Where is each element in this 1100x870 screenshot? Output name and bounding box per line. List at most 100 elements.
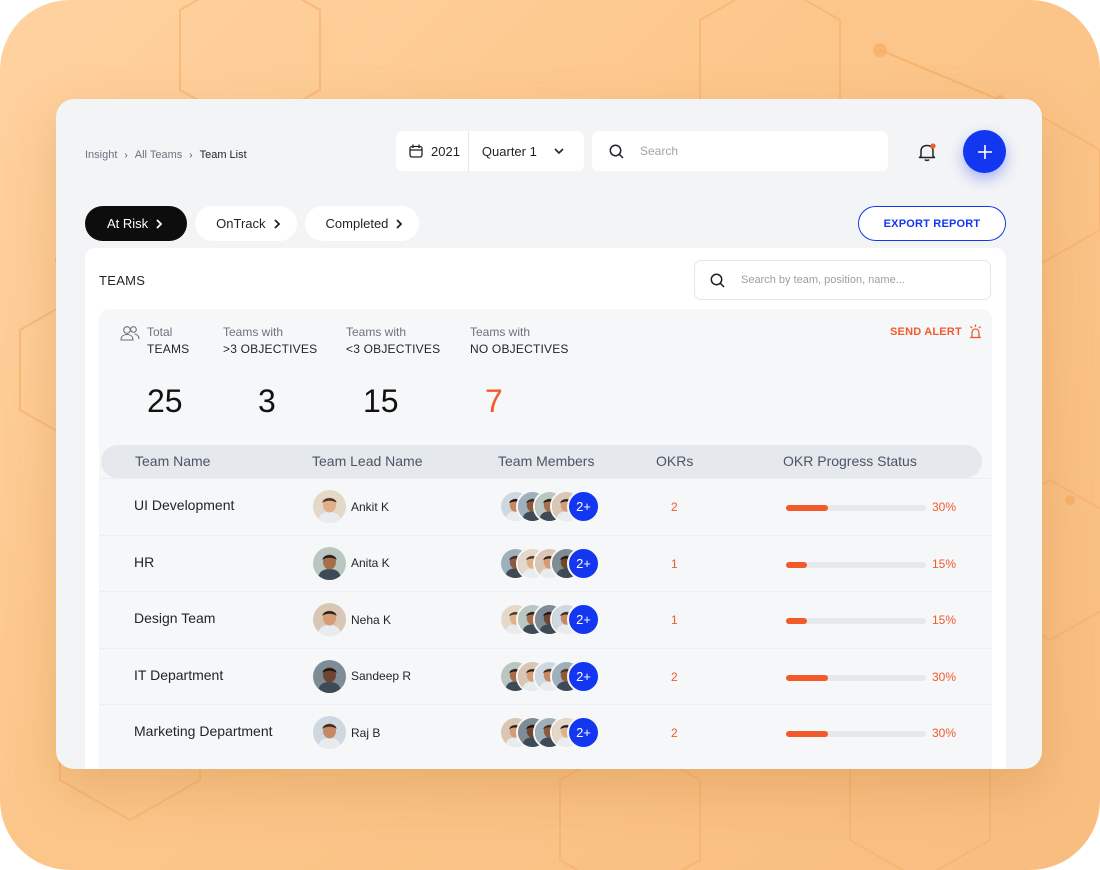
team-lead-name: Sandeep R [351, 669, 412, 683]
export-report-button[interactable]: EXPORT REPORT [858, 206, 1006, 241]
table-row[interactable]: Design Team Neha K 2+ 1 15% [99, 591, 992, 647]
stats-and-table: Total TEAMS 25 Teams with >3 OBJECTIVES … [99, 309, 992, 769]
stat-less-than-3: Teams with <3 OBJECTIVES 15 [346, 325, 440, 419]
team-lead: Anita K [313, 546, 390, 580]
global-search [592, 131, 888, 171]
more-members-badge[interactable]: 2+ [567, 659, 600, 693]
team-lead: Ankit K [313, 490, 389, 523]
table-row[interactable]: HR Anita K 2+ 1 15% [99, 534, 992, 591]
stat-title: >3 OBJECTIVES [223, 342, 318, 356]
tab-label: Completed [325, 216, 389, 231]
team-lead-name: Anita K [351, 556, 390, 570]
okr-progress-percent: 30% [932, 669, 957, 684]
tab-label: OnTrack [216, 216, 266, 231]
send-alert-label: SEND ALERT [890, 325, 962, 338]
okr-progress-percent: 30% [932, 500, 957, 514]
okr-progress-percent: 15% [932, 613, 957, 627]
search-icon [609, 144, 624, 159]
plus-icon [977, 144, 992, 159]
team-lead-name: Ankit K [351, 499, 390, 514]
status-filter-tabs: At Risk OnTrack Completed [85, 206, 420, 241]
period-selector[interactable]: 2021 Quarter 1 [396, 131, 584, 171]
team-members-avatars[interactable]: 2+ [499, 659, 609, 693]
more-members-badge[interactable]: 2+ [567, 546, 600, 580]
global-search-input[interactable] [640, 144, 860, 158]
stat-more-than-3: Teams with >3 OBJECTIVES 3 [223, 325, 318, 419]
team-members-avatars[interactable]: 2+ [499, 716, 609, 749]
send-alert-button[interactable]: SEND ALERT [890, 324, 983, 339]
stat-caption: Teams with [223, 325, 284, 339]
okr-count: 2 [671, 726, 678, 740]
tab-ontrack[interactable]: OnTrack [195, 206, 297, 241]
okr-progress-bar [786, 731, 926, 737]
stat-value: 25 [147, 383, 183, 419]
stat-value: 3 [258, 383, 276, 419]
avatar [313, 716, 346, 749]
team-search [694, 260, 991, 300]
stat-value: 7 [485, 383, 503, 419]
more-members-badge[interactable]: 2+ [567, 716, 600, 749]
chevron-down-icon[interactable] [553, 145, 565, 157]
stat-title: NO OBJECTIVES [470, 342, 569, 356]
more-members-badge[interactable]: 2+ [567, 490, 600, 523]
team-name: Marketing Department [134, 723, 273, 739]
okr-progress-bar [786, 618, 926, 624]
stat-caption: Teams with [470, 325, 531, 339]
chevron-right-icon [156, 218, 163, 229]
team-members-avatars[interactable]: 2+ [499, 546, 609, 580]
team-name: HR [134, 553, 155, 570]
table-row[interactable]: Marketing Department Raj B 2+ 2 30% [99, 704, 992, 760]
tab-label: At Risk [107, 216, 149, 231]
team-members-avatars[interactable]: 2+ [499, 490, 609, 523]
okr-progress-bar [786, 561, 926, 568]
divider [467, 131, 469, 171]
team-lead: Raj B [313, 716, 380, 749]
avatar [313, 603, 346, 636]
team-members-avatars[interactable]: 2+ [499, 603, 609, 636]
quarter-value: Quarter 1 [481, 143, 537, 159]
table-row[interactable]: UI Development Ankit K 2+ 2 30% [99, 478, 992, 534]
okr-progress-bar [786, 674, 926, 681]
team-lead-name: Neha K [351, 612, 392, 627]
stat-no-objectives: Teams with NO OBJECTIVES 7 [470, 325, 569, 419]
more-members-badge[interactable]: 2+ [567, 603, 600, 636]
chevron-right-icon [396, 218, 403, 229]
chevron-right-icon [273, 218, 280, 229]
team-lead-name: Raj B [351, 725, 381, 740]
team-lead: Neha K [313, 603, 391, 636]
add-button[interactable] [963, 130, 1006, 173]
team-search-input[interactable] [741, 274, 981, 286]
chevron-right-icon: › [124, 149, 128, 161]
app-window: Insight › All Teams › Team List 2021 Qua… [56, 99, 1042, 769]
okr-progress-fill [786, 505, 828, 511]
stat-value: 15 [363, 383, 399, 419]
okr-progress-fill [786, 674, 828, 681]
okr-progress-percent: 15% [932, 556, 957, 571]
tab-at-risk[interactable]: At Risk [85, 206, 188, 241]
stat-caption: Total [147, 325, 173, 339]
stat-title: TEAMS [147, 342, 190, 356]
breadcrumb-insight[interactable]: Insight [85, 149, 118, 161]
search-icon [710, 273, 725, 288]
alarm-icon [969, 324, 981, 339]
avatar [313, 659, 346, 693]
notification-bell-icon[interactable] [916, 141, 938, 163]
column-team-members[interactable]: Team Members [498, 453, 595, 469]
column-okrs[interactable]: OKRs [656, 453, 694, 469]
column-team-lead[interactable]: Team Lead Name [312, 453, 423, 469]
avatar [313, 490, 346, 523]
breadcrumb-all-teams[interactable]: All Teams [134, 149, 183, 161]
okr-count: 2 [671, 669, 678, 684]
tab-completed[interactable]: Completed [304, 206, 420, 241]
breadcrumb-current: Team List [199, 149, 247, 161]
okr-progress-bar [786, 505, 926, 511]
stat-total-teams: Total TEAMS 25 [120, 325, 190, 419]
stat-caption: Teams with [346, 325, 407, 339]
breadcrumb: Insight › All Teams › Team List [85, 149, 247, 161]
column-okr-progress[interactable]: OKR Progress Status [783, 453, 917, 469]
column-team-name[interactable]: Team Name [135, 453, 211, 469]
team-lead: Sandeep R [313, 659, 412, 693]
table-row[interactable]: IT Department Sandeep R 2+ 2 30% [99, 647, 992, 704]
okr-progress-percent: 30% [932, 726, 957, 740]
team-name: UI Development [134, 497, 235, 513]
